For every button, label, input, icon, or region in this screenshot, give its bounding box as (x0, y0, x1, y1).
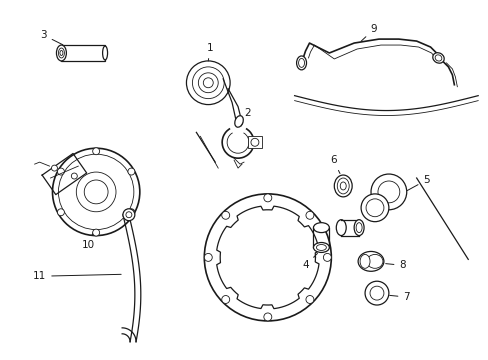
Circle shape (51, 165, 57, 171)
Ellipse shape (60, 50, 63, 55)
Circle shape (76, 172, 116, 212)
Circle shape (305, 296, 313, 303)
Circle shape (369, 286, 383, 300)
Circle shape (370, 174, 406, 210)
Circle shape (305, 211, 313, 219)
Ellipse shape (357, 251, 383, 271)
Bar (61, 45, 105, 61)
Ellipse shape (334, 175, 351, 197)
Ellipse shape (102, 46, 107, 60)
Circle shape (84, 180, 108, 204)
Text: 10: 10 (81, 232, 95, 251)
Text: 7: 7 (389, 292, 409, 302)
Circle shape (71, 173, 77, 179)
Circle shape (186, 61, 230, 105)
Text: 2: 2 (241, 108, 251, 126)
Circle shape (57, 209, 64, 216)
Ellipse shape (298, 58, 304, 67)
Circle shape (198, 73, 218, 93)
Ellipse shape (56, 45, 66, 61)
Text: 5: 5 (407, 175, 429, 190)
Ellipse shape (434, 55, 441, 61)
Ellipse shape (355, 223, 361, 233)
Circle shape (366, 199, 383, 217)
Ellipse shape (366, 255, 382, 268)
Ellipse shape (313, 223, 328, 233)
Circle shape (221, 211, 229, 219)
Text: 11: 11 (33, 271, 121, 281)
Circle shape (204, 253, 212, 261)
Circle shape (128, 168, 135, 175)
Bar (247, 136, 262, 148)
Text: 8: 8 (385, 260, 405, 270)
Circle shape (126, 212, 132, 218)
Ellipse shape (234, 116, 243, 127)
Ellipse shape (353, 220, 364, 235)
Circle shape (264, 194, 271, 202)
Circle shape (59, 154, 134, 230)
Circle shape (192, 67, 224, 99)
Circle shape (377, 181, 399, 203)
Text: 3: 3 (40, 30, 63, 45)
Circle shape (323, 253, 331, 261)
Ellipse shape (359, 255, 369, 268)
Circle shape (52, 148, 140, 235)
Ellipse shape (336, 220, 346, 235)
Circle shape (360, 194, 388, 222)
Ellipse shape (316, 244, 325, 251)
Ellipse shape (313, 243, 328, 252)
Text: 9: 9 (361, 24, 377, 41)
Circle shape (203, 78, 213, 88)
Ellipse shape (432, 53, 443, 63)
Circle shape (264, 313, 271, 321)
Ellipse shape (340, 182, 346, 190)
Circle shape (93, 229, 100, 236)
Text: 6: 6 (329, 155, 339, 174)
Circle shape (57, 168, 64, 175)
Ellipse shape (296, 56, 306, 70)
Circle shape (365, 281, 388, 305)
Circle shape (93, 148, 100, 155)
Text: 1: 1 (206, 43, 213, 61)
Circle shape (250, 138, 258, 146)
Circle shape (221, 296, 229, 303)
Text: 4: 4 (302, 253, 317, 270)
Circle shape (122, 209, 135, 221)
Circle shape (204, 194, 331, 321)
Circle shape (128, 209, 135, 216)
Ellipse shape (337, 178, 348, 194)
Ellipse shape (59, 48, 64, 58)
